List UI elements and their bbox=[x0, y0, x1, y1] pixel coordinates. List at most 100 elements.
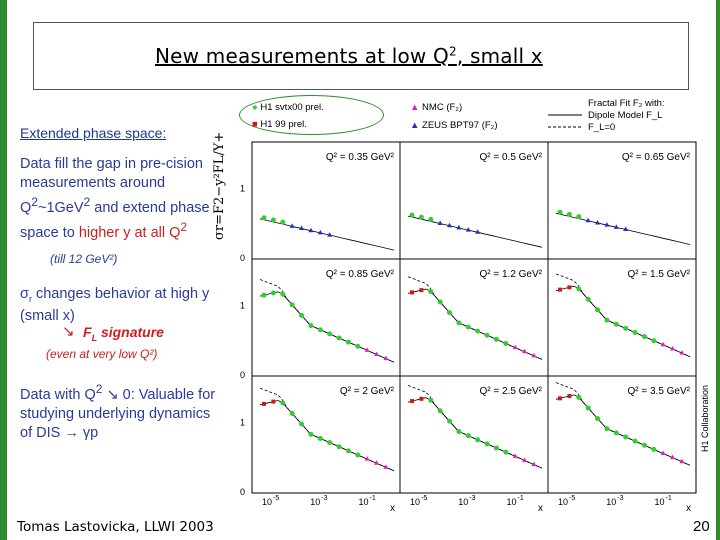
x-axis-label: x bbox=[686, 503, 691, 514]
zeus-point bbox=[289, 223, 295, 228]
nmc-point bbox=[531, 352, 537, 358]
paragraph-q2-zero: Data with Q2 ↘ 0: Valuable for studying … bbox=[20, 382, 216, 441]
y-tick-label: 0 bbox=[240, 253, 245, 263]
h1-svtx-point bbox=[576, 214, 582, 220]
legend-fit-title: Fractal Fit F₂ with: bbox=[588, 98, 665, 109]
x-tick-exponent: -5 bbox=[421, 495, 427, 502]
h1-svtx-point bbox=[336, 444, 342, 450]
x-tick-exponent: -3 bbox=[469, 495, 475, 502]
h1-99-point bbox=[558, 287, 563, 292]
zeus-point bbox=[447, 222, 453, 228]
h1-svtx-point bbox=[475, 328, 481, 334]
zeus-point bbox=[317, 229, 323, 235]
zeus-point bbox=[623, 226, 629, 232]
zeus-point bbox=[604, 222, 610, 227]
h1-svtx-point bbox=[576, 286, 582, 292]
note-till-12: (till 12 GeV²) bbox=[50, 252, 118, 266]
h1-svtx-point bbox=[317, 435, 323, 441]
h1-99-point bbox=[567, 285, 572, 290]
x-tick-label: 10 bbox=[606, 497, 616, 507]
nmc-point bbox=[679, 350, 685, 355]
y-tick-label: 1 bbox=[240, 301, 245, 311]
panel-label: Q² = 1.5 GeV² bbox=[627, 269, 690, 280]
h1-svtx-point bbox=[585, 296, 591, 302]
h1-svtx-point bbox=[280, 400, 286, 406]
x-tick-exponent: -1 bbox=[518, 495, 524, 502]
x-tick-exponent: -1 bbox=[370, 495, 376, 502]
y-tick-label: 0 bbox=[240, 487, 245, 497]
h1-svtx-point bbox=[493, 336, 499, 342]
nmc-point bbox=[531, 461, 537, 467]
h1-svtx-point bbox=[289, 410, 295, 416]
h1-99-point bbox=[419, 396, 424, 401]
h1-svtx-point bbox=[576, 394, 582, 400]
h1-svtx-point bbox=[299, 421, 305, 427]
fl0-fit-line bbox=[407, 385, 543, 469]
fl-signature: FL signature bbox=[83, 324, 164, 343]
nmc-point bbox=[679, 458, 685, 464]
h1-svtx-point bbox=[345, 448, 351, 454]
h1-svtx-point bbox=[336, 335, 342, 341]
nmc-point bbox=[512, 344, 518, 350]
h1-99-point bbox=[410, 290, 415, 295]
x-tick-label: 10 bbox=[655, 497, 665, 507]
x-tick-label: 10 bbox=[507, 497, 517, 507]
h1-svtx-point bbox=[632, 329, 638, 335]
legend-nmc: ▲ NMC (F₂) bbox=[410, 102, 463, 113]
h1-svtx-point bbox=[308, 323, 314, 329]
h1-svtx-point bbox=[484, 332, 490, 338]
legend-fit-fl0: F_L=0 bbox=[588, 122, 616, 133]
h1-svtx-point bbox=[503, 449, 509, 455]
nmc-point bbox=[670, 454, 676, 460]
zeus-point bbox=[465, 227, 471, 232]
h1-svtx-point bbox=[327, 440, 333, 446]
footer-author: Tomas Lastovicka, LLWI 2003 bbox=[17, 519, 214, 535]
x-axis-label: x bbox=[538, 503, 543, 514]
zeus-point bbox=[475, 229, 481, 234]
h1-svtx-point bbox=[428, 397, 434, 403]
h1-svtx-point bbox=[317, 327, 323, 333]
zeus-point bbox=[585, 217, 591, 223]
arrow-icon: ↘ bbox=[62, 323, 75, 340]
legend-zeus: ▲ ZEUS BPT97 (F₂) bbox=[410, 120, 498, 131]
x-tick-label: 10 bbox=[310, 497, 320, 507]
nmc-point bbox=[660, 341, 666, 347]
plot-frame bbox=[251, 141, 697, 494]
y-tick-label: 0 bbox=[240, 370, 245, 380]
h1-svtx-point bbox=[456, 320, 462, 326]
nmc-point bbox=[522, 348, 528, 354]
h1-svtx-point bbox=[261, 292, 267, 298]
h1-svtx-point bbox=[355, 343, 361, 349]
panel-label: Q² = 1.2 GeV² bbox=[479, 269, 542, 280]
h1-svtx-point bbox=[270, 290, 276, 296]
panel-label: Q² = 0.35 GeV² bbox=[326, 152, 395, 163]
dipole-fit-line bbox=[407, 288, 543, 360]
x-tick-label: 10 bbox=[410, 497, 420, 507]
nmc-point bbox=[670, 345, 676, 351]
h1-svtx-point bbox=[355, 452, 361, 458]
h1-svtx-point bbox=[428, 216, 434, 222]
h1-svtx-point bbox=[503, 341, 509, 347]
x-tick-label: 10 bbox=[558, 497, 568, 507]
page-number: 20 bbox=[693, 518, 710, 535]
h1-svtx-point bbox=[308, 431, 314, 437]
dipole-fit-line bbox=[259, 400, 395, 472]
zeus-point bbox=[327, 232, 333, 237]
h1-svtx-point bbox=[437, 299, 443, 305]
h1-svtx-point bbox=[623, 325, 629, 331]
nmc-point bbox=[522, 457, 528, 462]
h1-svtx-point bbox=[409, 212, 415, 218]
left-accent-bar bbox=[0, 0, 7, 540]
h1-svtx-point bbox=[456, 429, 462, 435]
h1-svtx-point bbox=[447, 310, 453, 316]
h1-svtx-point bbox=[566, 211, 572, 217]
fl0-fit-line bbox=[407, 276, 543, 360]
h1-99-point bbox=[410, 399, 415, 404]
h1-svtx-point bbox=[428, 289, 434, 295]
dipole-fit-line bbox=[407, 397, 543, 469]
h1-svtx-point bbox=[651, 446, 657, 452]
zeus-point bbox=[595, 219, 601, 225]
panel-label: Q² = 2.5 GeV² bbox=[479, 386, 542, 397]
dipole-fit-line bbox=[259, 291, 395, 363]
x-tick-exponent: -5 bbox=[273, 495, 279, 502]
